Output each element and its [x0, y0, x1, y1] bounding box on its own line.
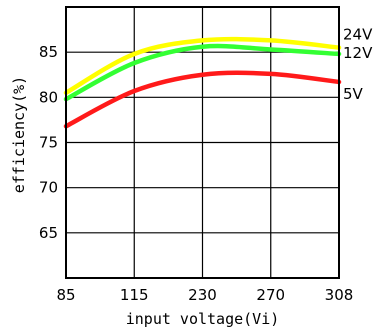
- series-label-12v: 12V: [343, 44, 373, 62]
- x-tick-label: 230: [188, 286, 217, 304]
- series-label-5v: 5V: [343, 85, 364, 103]
- series-label-24v: 24V: [343, 26, 373, 44]
- y-tick-label: 80: [39, 88, 58, 106]
- y-axis-title: efficiency(%): [10, 76, 28, 193]
- y-tick-label: 75: [39, 134, 58, 152]
- x-tick-label: 85: [56, 286, 75, 304]
- y-tick-label: 85: [39, 43, 58, 61]
- x-tick-label: 270: [256, 286, 285, 304]
- y-tick-label: 65: [39, 224, 58, 242]
- x-tick-label: 115: [120, 286, 149, 304]
- x-axis-title: input voltage(Vi): [126, 310, 280, 328]
- x-tick-label: 308: [325, 286, 354, 304]
- y-tick-label: 70: [39, 179, 58, 197]
